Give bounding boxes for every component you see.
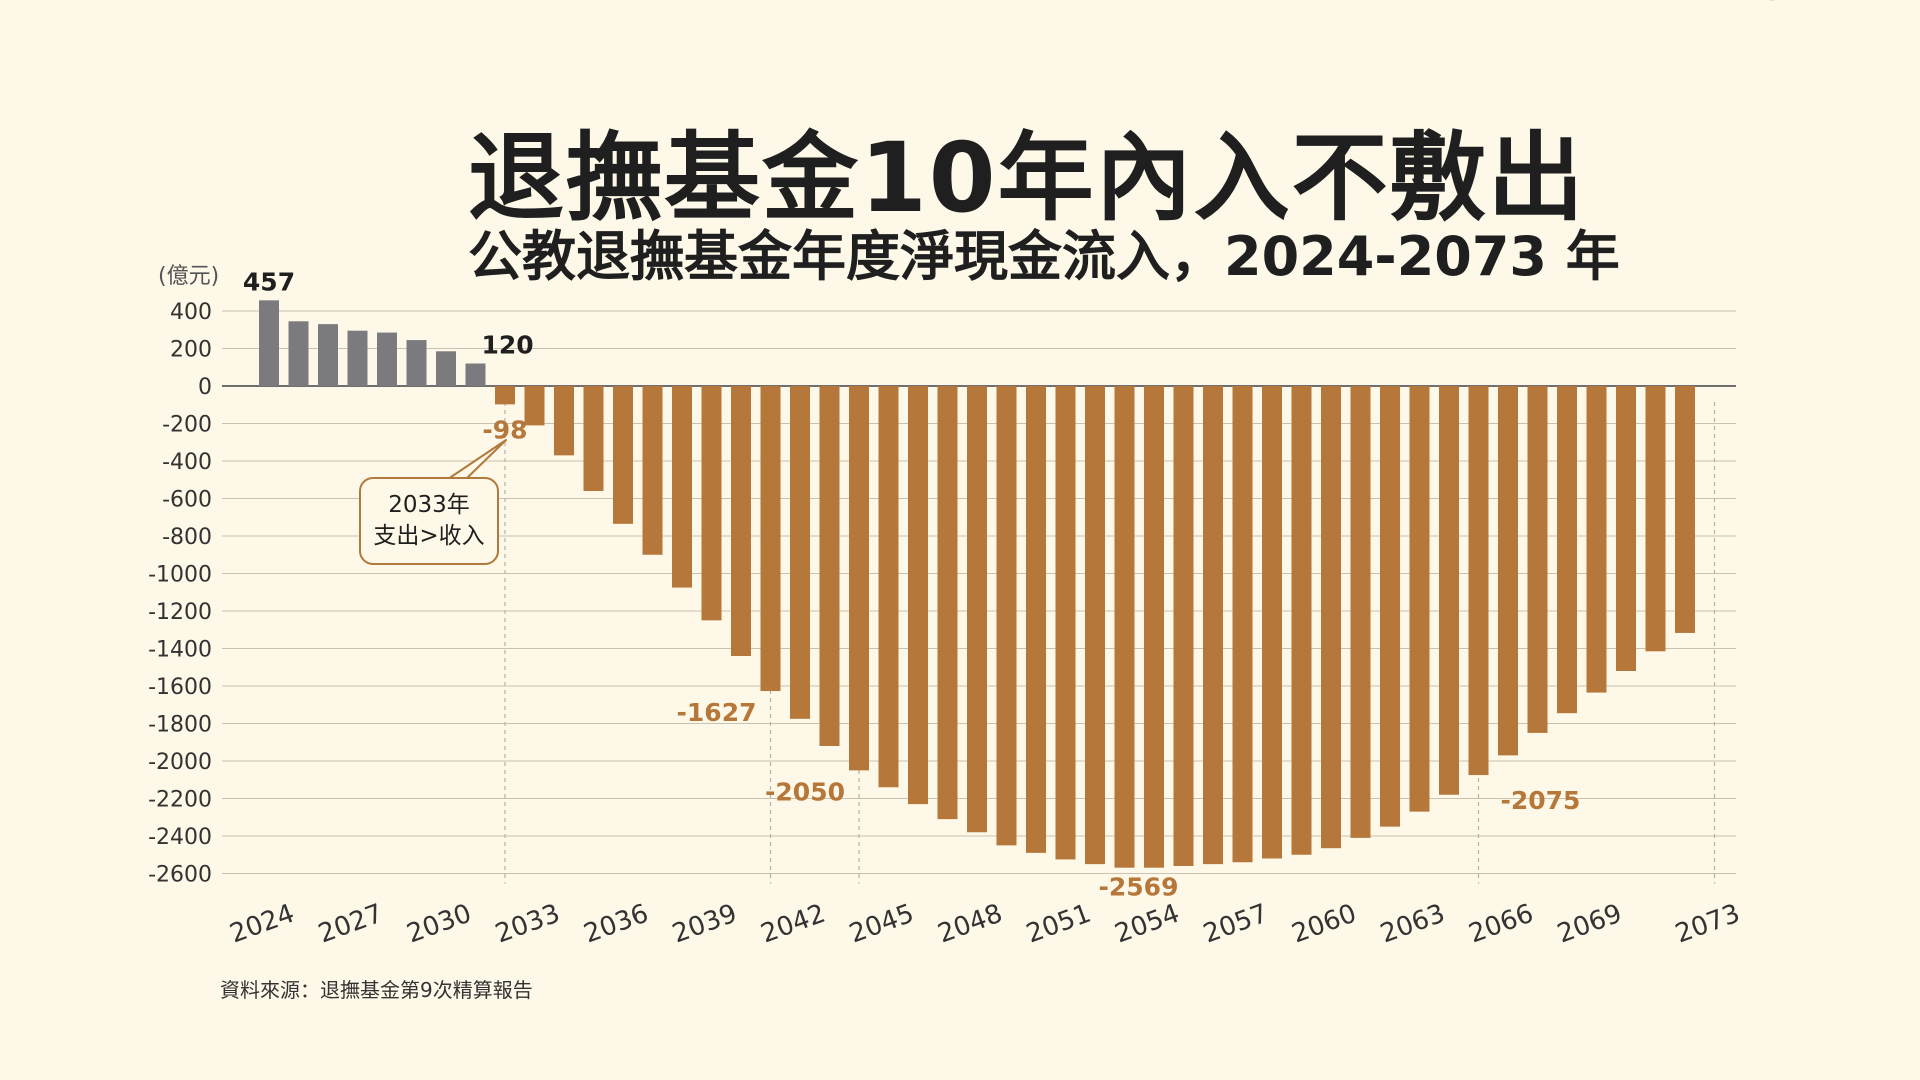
bar [1380, 386, 1400, 827]
x-tick-label: 2073 [1672, 899, 1744, 950]
y-tick-label: -2600 [148, 863, 212, 888]
bar [1409, 386, 1430, 812]
data-label: -1317 [1737, 0, 1817, 6]
bar [1026, 386, 1046, 853]
bar [406, 340, 427, 386]
y-tick-label: 200 [170, 338, 212, 363]
y-tick-label: -2400 [148, 825, 212, 850]
bar [731, 386, 751, 656]
x-tick-label: 2057 [1200, 899, 1272, 950]
x-tick-label: 2027 [315, 899, 387, 950]
data-label: 457 [243, 267, 295, 296]
bar [495, 386, 515, 405]
bar [259, 300, 279, 386]
bar [583, 386, 604, 491]
bar [1262, 386, 1282, 859]
x-tick-label: 2024 [226, 899, 298, 950]
bar [1468, 386, 1489, 776]
bar [1055, 386, 1076, 860]
data-label: -2075 [1501, 786, 1581, 815]
bar [1498, 386, 1518, 756]
bar [790, 386, 810, 719]
x-tick-label: 2051 [1023, 899, 1095, 950]
bar [288, 321, 309, 386]
bar [760, 386, 781, 692]
bar [465, 363, 486, 386]
bar [436, 351, 456, 386]
bar [554, 386, 574, 456]
bar [849, 386, 869, 771]
y-tick-label: -400 [162, 450, 212, 475]
y-tick-label: -1400 [148, 638, 212, 663]
bar [377, 332, 397, 386]
y-tick-label: -1600 [148, 675, 212, 700]
bar [672, 386, 692, 588]
bar [701, 386, 722, 621]
x-tick-label: 2063 [1377, 899, 1449, 950]
bar [1675, 386, 1695, 633]
bar [1085, 386, 1105, 865]
bar [1557, 386, 1577, 714]
bar [613, 386, 633, 524]
bar [1173, 386, 1194, 866]
bar [1350, 386, 1371, 838]
bar [908, 386, 928, 805]
bar [1586, 386, 1607, 693]
bar [1645, 386, 1666, 652]
x-tick-label: 2060 [1288, 899, 1360, 950]
y-tick-label: -2000 [148, 750, 212, 775]
bar [1232, 386, 1253, 863]
data-label: -1627 [677, 698, 757, 727]
y-tick-label: -2200 [148, 788, 212, 813]
x-tick-label: 2030 [403, 899, 475, 950]
bar [878, 386, 899, 788]
x-tick-label: 2048 [934, 899, 1006, 950]
bar [937, 386, 958, 820]
callout-box: 2033年 支出>收入 [359, 477, 499, 565]
data-label: -2569 [1099, 873, 1179, 902]
source-note: 資料來源：退撫基金第9次精算報告 [220, 978, 533, 1002]
bar [996, 386, 1017, 846]
bar [347, 330, 368, 386]
chart-title: 退撫基金10年內入不敷出 [468, 122, 1586, 234]
callout-pointer [447, 439, 507, 480]
bar [1616, 386, 1636, 671]
bar [819, 386, 840, 746]
bar [1291, 386, 1312, 855]
x-tick-label: 2033 [492, 899, 564, 950]
data-label: 120 [482, 331, 534, 360]
bar [642, 386, 663, 555]
y-tick-label: -600 [162, 488, 212, 513]
x-tick-label: 2039 [669, 899, 741, 950]
data-label: -2050 [765, 777, 845, 806]
x-tick-label: 2045 [846, 899, 918, 950]
y-tick-label: 0 [198, 375, 212, 400]
bar [1114, 386, 1135, 868]
y-axis-unit-label: (億元) [158, 264, 220, 289]
x-tick-label: 2069 [1554, 899, 1626, 950]
bar [318, 324, 338, 386]
callout-line-1: 2033年 [388, 491, 470, 518]
bar [1144, 386, 1164, 868]
x-tick-label: 2066 [1465, 899, 1537, 950]
bar [1527, 386, 1548, 733]
y-tick-label: -1800 [148, 713, 212, 738]
chart-subtitle: 公教退撫基金年度淨現金流入，2024-2073 年 [468, 225, 1620, 288]
callout-line-2: 支出>收入 [373, 523, 485, 549]
y-tick-label: -200 [162, 413, 212, 438]
x-tick-label: 2054 [1111, 899, 1183, 950]
bar [524, 386, 545, 426]
bar [1321, 386, 1341, 849]
y-tick-label: 400 [170, 300, 212, 325]
bar [967, 386, 987, 833]
x-tick-label: 2042 [757, 899, 829, 950]
y-tick-label: -1200 [148, 600, 212, 625]
bar [1439, 386, 1459, 795]
x-tick-label: 2036 [580, 899, 652, 950]
y-tick-label: -1000 [148, 563, 212, 588]
bar [1203, 386, 1223, 865]
y-tick-label: -800 [162, 525, 212, 550]
